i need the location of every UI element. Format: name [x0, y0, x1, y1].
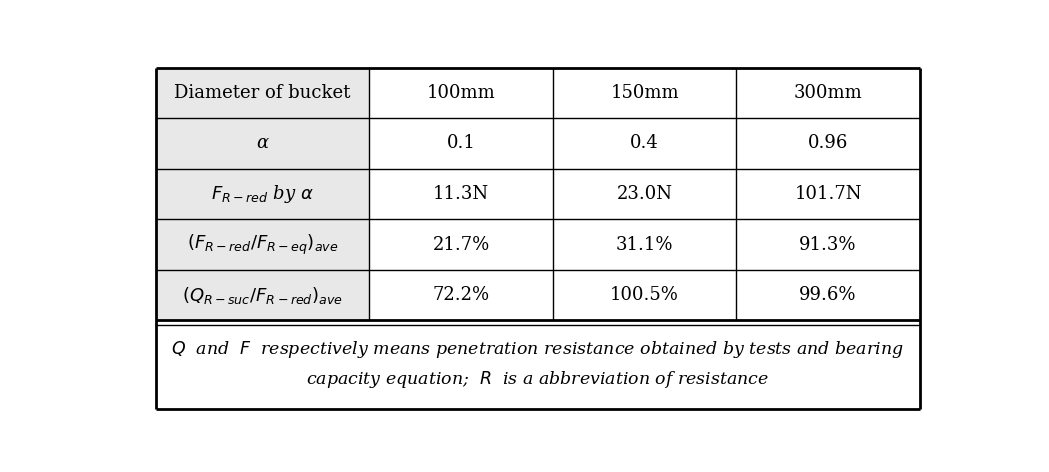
- Bar: [553, 169, 736, 219]
- Bar: [155, 320, 920, 409]
- Bar: [369, 67, 553, 118]
- Text: 300mm: 300mm: [794, 84, 862, 102]
- Bar: [553, 67, 736, 118]
- Bar: [369, 169, 553, 219]
- Text: 11.3N: 11.3N: [433, 185, 489, 203]
- Bar: [155, 118, 369, 169]
- Text: 23.0N: 23.0N: [617, 185, 672, 203]
- Bar: [369, 118, 553, 169]
- Text: 0.96: 0.96: [808, 135, 849, 152]
- Text: 100.5%: 100.5%: [611, 286, 679, 304]
- Bar: [155, 67, 369, 118]
- Bar: [553, 118, 736, 169]
- Bar: [736, 169, 920, 219]
- Bar: [736, 270, 920, 320]
- Text: 91.3%: 91.3%: [799, 236, 857, 253]
- Bar: [155, 270, 369, 320]
- Bar: [553, 270, 736, 320]
- Text: 99.6%: 99.6%: [799, 286, 857, 304]
- Text: 21.7%: 21.7%: [432, 236, 490, 253]
- Bar: [736, 118, 920, 169]
- Text: 100mm: 100mm: [427, 84, 495, 102]
- Text: $(\mathit{Q}_{R-suc}/\mathit{F}_{R-red})_{ave}$: $(\mathit{Q}_{R-suc}/\mathit{F}_{R-red})…: [181, 285, 343, 305]
- Text: α: α: [256, 135, 269, 152]
- Bar: [553, 219, 736, 270]
- Text: $(\mathit{F}_{R-red}/\mathit{F}_{R-eq})_{ave}$: $(\mathit{F}_{R-red}/\mathit{F}_{R-eq})_…: [187, 232, 338, 257]
- Text: 72.2%: 72.2%: [432, 286, 490, 304]
- Bar: [369, 270, 553, 320]
- Bar: [736, 219, 920, 270]
- Bar: [155, 219, 369, 270]
- Bar: [369, 219, 553, 270]
- Text: $\mathit{Q}$  and  $\mathit{F}$  respectively means penetration resistance obtai: $\mathit{Q}$ and $\mathit{F}$ respective…: [171, 339, 904, 360]
- Bar: [736, 67, 920, 118]
- Text: $\mathit{F}_{R-red}$ by $\alpha$: $\mathit{F}_{R-red}$ by $\alpha$: [211, 183, 314, 205]
- Bar: [155, 169, 369, 219]
- Text: 0.1: 0.1: [447, 135, 475, 152]
- Text: Diameter of bucket: Diameter of bucket: [174, 84, 350, 102]
- Text: capacity equation;  $\mathit{R}$  is a abbreviation of resistance: capacity equation; $\mathit{R}$ is a abb…: [306, 370, 769, 390]
- Text: 0.4: 0.4: [630, 135, 659, 152]
- Text: 31.1%: 31.1%: [616, 236, 673, 253]
- Text: 150mm: 150mm: [611, 84, 679, 102]
- Text: 101.7N: 101.7N: [794, 185, 862, 203]
